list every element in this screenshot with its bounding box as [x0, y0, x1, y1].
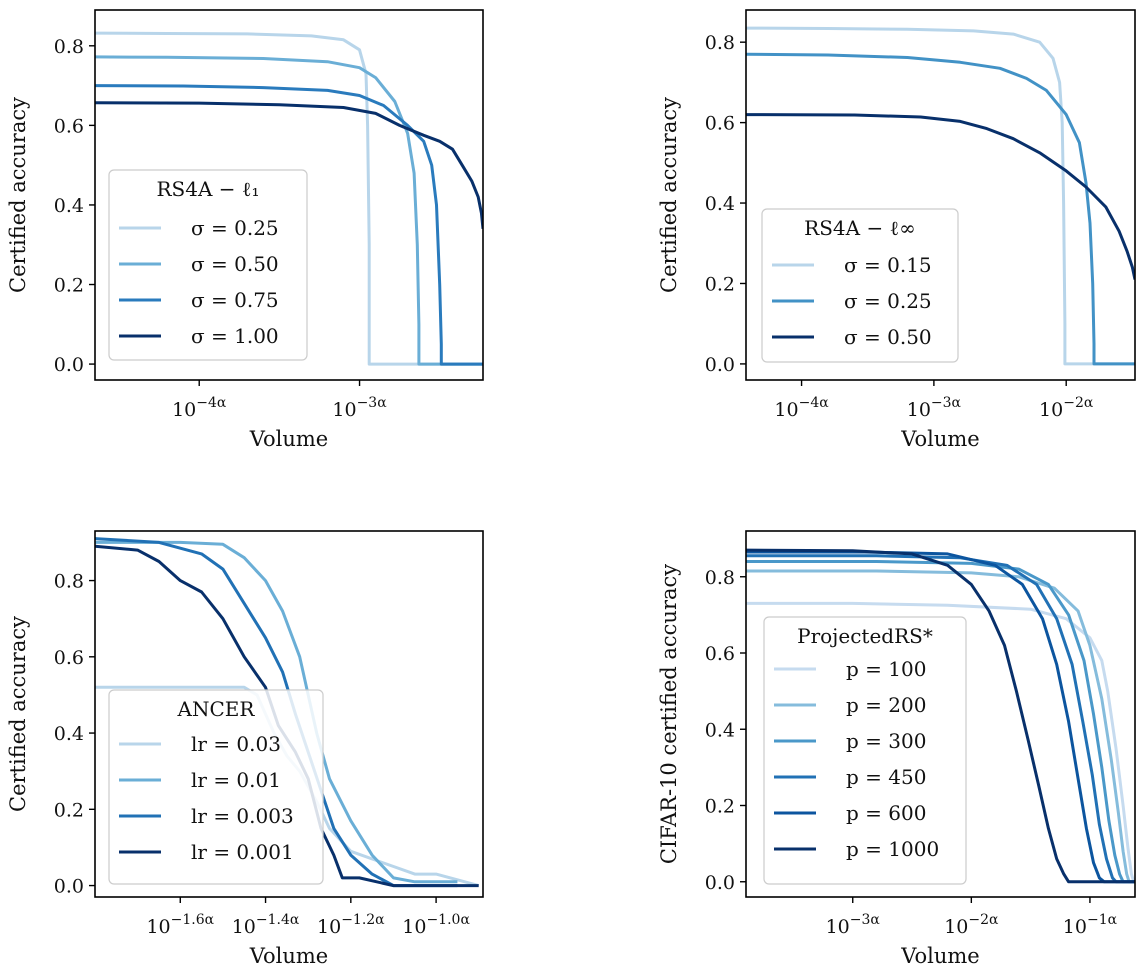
legend-title: RS4A − ℓ∞	[804, 216, 916, 240]
plot-frame	[94, 530, 484, 898]
series-group	[746, 548, 1135, 884]
series-line-0-25	[95, 31, 483, 366]
y-tick-label: 0.0	[705, 354, 735, 376]
legend: RS4A − ℓ₁ σ = 0.25 σ = 0.50 σ = 0.75 σ = 1.0…	[108, 169, 308, 361]
legend-entry-lr-0-001: lr = 0.001	[191, 840, 294, 864]
legend-entry-0-25: σ = 0.25	[191, 216, 279, 240]
series-line-p-100	[746, 601, 1135, 884]
legend-entry-1-00: σ = 1.00	[191, 324, 279, 348]
legend-box	[108, 689, 324, 885]
legend-title: RS4A − ℓ₁	[157, 177, 260, 201]
y-tick-label: 0.6	[54, 115, 84, 137]
y-tick-label: 0.2	[705, 273, 735, 295]
legend-entry-lr-0-03: lr = 0.03	[191, 732, 281, 756]
y-tick-label: 0.0	[54, 876, 84, 898]
series-line-p-1000	[746, 548, 1135, 884]
x-tick-label: 10−1.4α	[232, 912, 300, 938]
legend: RS4A − ℓ∞ σ = 0.15 σ = 0.25 σ = 0.50	[761, 208, 959, 363]
y-tick-label: 0.4	[705, 719, 735, 741]
y-tick-label: 0.2	[54, 799, 84, 821]
series-line-p-200	[746, 569, 1135, 884]
legend-entry-p-1000: p = 1000	[846, 837, 939, 861]
legend-entry-p-600: p = 600	[846, 801, 926, 825]
legend: ANCER lr = 0.03 lr = 0.01 lr = 0.003 lr = 0.…	[108, 689, 324, 885]
x-tick-label: 10−3α	[907, 395, 962, 421]
x-tick-label: 10−2α	[1039, 395, 1094, 421]
y-axis-label: CIFAR-10 certified accuracy	[657, 564, 681, 864]
x-tick-label: 10−4α	[774, 395, 829, 421]
legend-entry-p-450: p = 450	[846, 765, 926, 789]
y-tick-label: 0.6	[54, 647, 84, 669]
y-tick-label: 0.6	[705, 643, 735, 665]
x-tick-label: 10−1.6α	[146, 912, 214, 938]
legend: ProjectedRS* p = 100 p = 200 p = 300 p = 450…	[763, 616, 967, 885]
series-group	[746, 26, 1135, 366]
series-line-p-600	[746, 550, 1135, 884]
y-axis-label: Certified accuracy	[6, 97, 30, 293]
y-axis-label: Certified accuracy	[6, 616, 30, 812]
x-tick-label: 10−3α	[332, 395, 387, 421]
y-axis-label: Certified accuracy	[657, 97, 681, 293]
legend-title: ANCER	[177, 697, 256, 721]
x-tick-label: 10−2α	[944, 912, 999, 938]
series-group	[95, 31, 483, 366]
legend-entry-p-300: p = 300	[846, 729, 926, 753]
y-tick-label: 0.8	[54, 571, 84, 593]
y-tick-label: 0.8	[705, 32, 735, 54]
series-line-0-50	[746, 113, 1135, 280]
y-tick-label: 0.4	[54, 195, 84, 217]
x-tick-label: 10−3α	[826, 912, 881, 938]
legend-box	[761, 208, 959, 363]
legend-entry-0-25: σ = 0.25	[844, 289, 932, 313]
y-tick-label: 0.0	[54, 354, 84, 376]
legend-box	[763, 616, 967, 885]
y-tick-label: 0.8	[705, 567, 735, 589]
series-line-0-25	[746, 52, 1135, 366]
legend-box	[108, 169, 308, 361]
y-tick-label: 0.0	[705, 872, 735, 894]
y-tick-label: 0.2	[54, 275, 84, 297]
series-line-0-50	[95, 55, 483, 366]
legend-title: ProjectedRS*	[797, 624, 933, 648]
y-tick-label: 0.4	[705, 193, 735, 215]
panel-ancer: 0.0 0.2 0.4 0.6 0.8 10−1.6α 10−1.4α 10−1.2α 10−1…	[6, 530, 484, 968]
y-tick-label: 0.2	[705, 796, 735, 818]
x-tick-label: 10−1α	[1063, 912, 1118, 938]
y-tick-label: 0.8	[54, 36, 84, 58]
x-axis-label: Volume	[249, 427, 328, 451]
legend-entry-p-100: p = 100	[846, 657, 926, 681]
y-tick-label: 0.4	[54, 723, 84, 745]
legend-entry-lr-0-003: lr = 0.003	[191, 804, 294, 828]
legend-entry-lr-0-01: lr = 0.01	[191, 768, 281, 792]
x-tick-label: 10−1.2α	[317, 912, 385, 938]
x-tick-label: 10−4α	[172, 395, 227, 421]
legend-entry-0-75: σ = 0.75	[191, 288, 279, 312]
plot-frame	[745, 9, 1136, 381]
y-tick-label: 0.6	[705, 113, 735, 135]
legend-entry-0-50: σ = 0.50	[191, 252, 279, 276]
legend-entry-p-200: p = 200	[846, 693, 926, 717]
series-line-0-15	[746, 26, 1135, 366]
x-axis-label: Volume	[900, 944, 979, 968]
legend-entry-0-15: σ = 0.15	[844, 253, 932, 277]
series-line-1-00	[95, 101, 483, 229]
x-axis-label: Volume	[900, 427, 979, 451]
x-axis-label: Volume	[249, 944, 328, 968]
legend-entry-0-50: σ = 0.50	[844, 325, 932, 349]
series-line-p-300	[746, 560, 1135, 884]
plot-frame	[745, 530, 1136, 898]
x-tick-label: 10−1.0α	[402, 912, 470, 938]
plot-frame	[94, 9, 484, 381]
panel-projectedrs: 0.0 0.2 0.4 0.6 0.8 10−3α 10−2α 10−1α Volume CIFA…	[657, 530, 1136, 968]
panel-rs4a-linf: 0.0 0.2 0.4 0.6 0.8 10−4α 10−3α 10−2α Volume Cert…	[657, 9, 1136, 451]
